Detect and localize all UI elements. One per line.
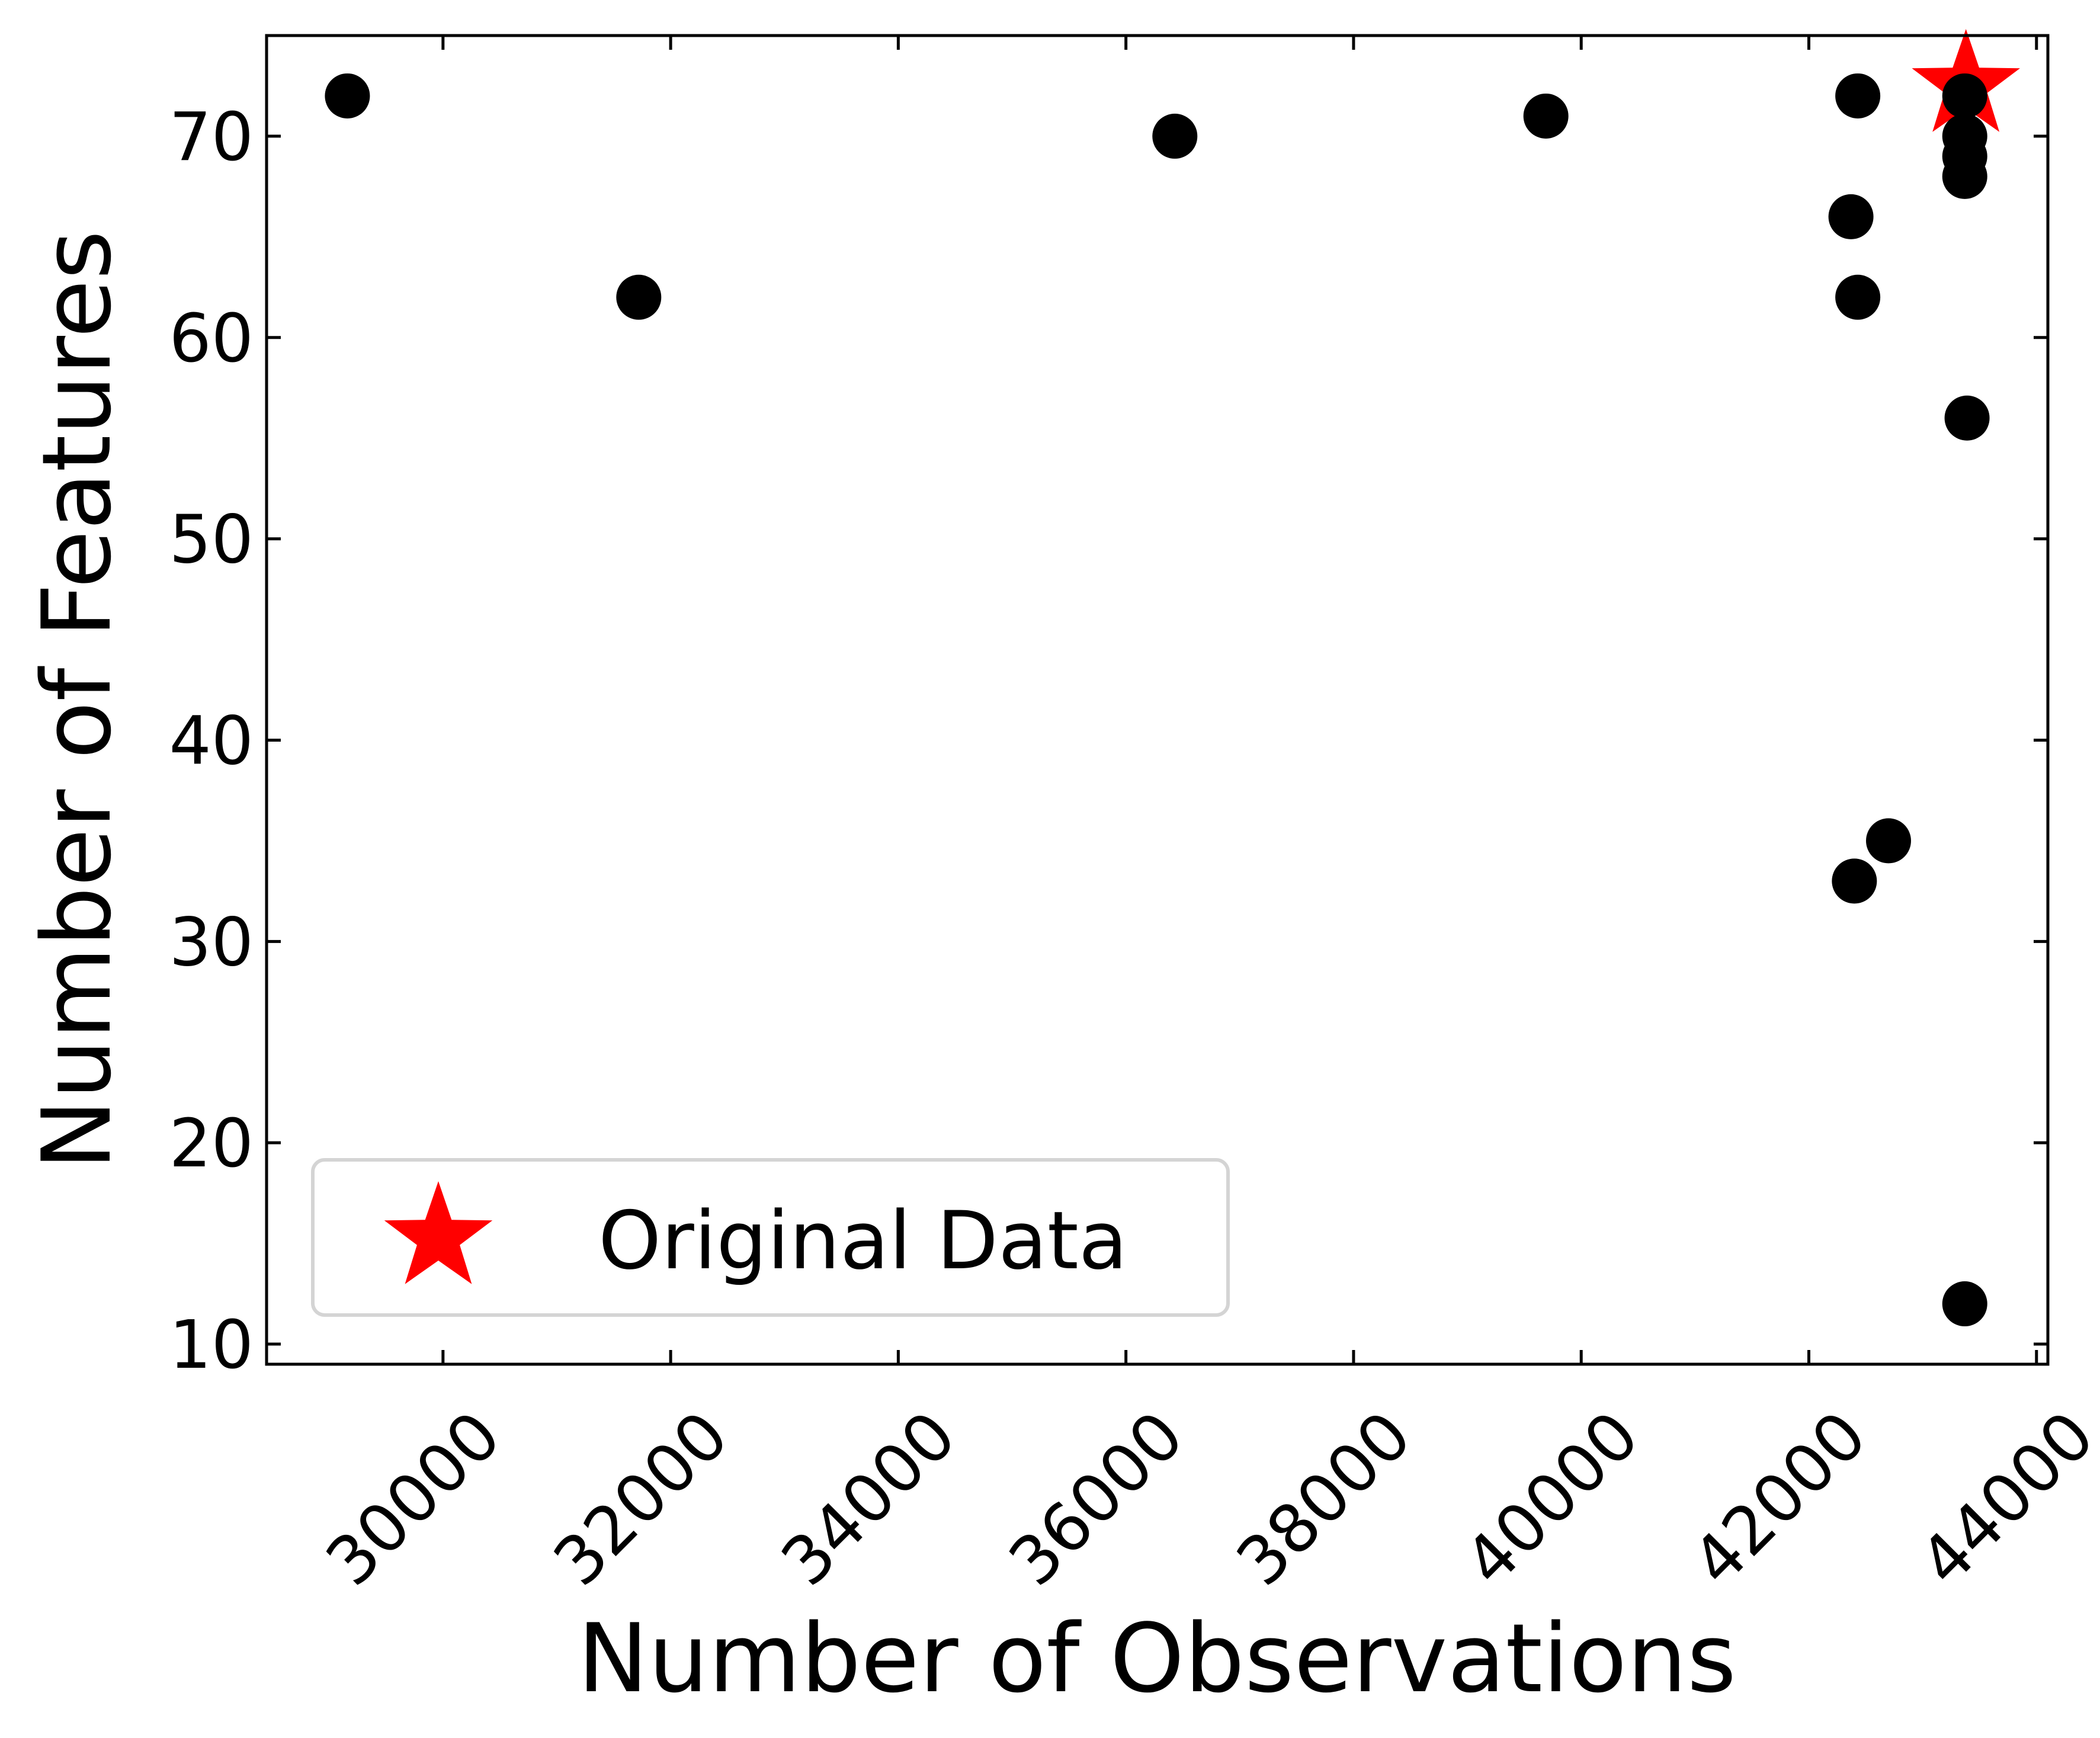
y-axis-label: Number of Features <box>21 230 132 1171</box>
x-tick-label: 42000 <box>1678 1397 1881 1601</box>
data-point <box>1942 73 1987 118</box>
legend-box <box>311 1158 1230 1317</box>
data-point <box>1942 153 1987 199</box>
data-point <box>1828 194 1874 239</box>
y-tick-label: 60 <box>169 300 254 377</box>
x-tick-label: 30000 <box>312 1397 515 1601</box>
data-point <box>325 73 370 118</box>
y-tick-label: 40 <box>169 703 254 780</box>
y-tick-label: 50 <box>169 502 254 579</box>
x-tick-label: 36000 <box>995 1397 1198 1601</box>
points-layer <box>325 29 2020 1327</box>
y-tick-label: 70 <box>169 99 254 176</box>
legend-label: Original Data <box>598 1194 1128 1287</box>
data-point <box>1835 274 1881 320</box>
data-point <box>616 274 662 320</box>
data-point <box>1866 818 1912 864</box>
legend: Original Data <box>311 1158 1230 1317</box>
data-point <box>1832 858 1877 904</box>
data-point <box>1944 395 1990 441</box>
data-point <box>1523 93 1569 139</box>
ticks-layer: 30000 32000 34000 36000 38000 40000 42000 44000… <box>169 36 2100 1601</box>
data-point <box>1152 113 1198 159</box>
plot-frame <box>265 34 2050 1366</box>
data-point <box>1942 1281 1987 1327</box>
legend-star-icon <box>384 1181 493 1284</box>
y-tick-label: 30 <box>169 904 254 981</box>
data-point <box>1835 73 1881 118</box>
x-tick-label: 44000 <box>1905 1397 2100 1601</box>
x-axis-label: Number of Observations <box>578 1603 1736 1714</box>
y-tick-label: 20 <box>169 1105 254 1182</box>
x-tick-label: 32000 <box>540 1397 743 1601</box>
x-tick-label: 40000 <box>1450 1397 1654 1601</box>
x-tick-label: 34000 <box>767 1397 971 1601</box>
y-tick-label: 10 <box>169 1307 254 1384</box>
x-tick-label: 38000 <box>1222 1397 1426 1601</box>
